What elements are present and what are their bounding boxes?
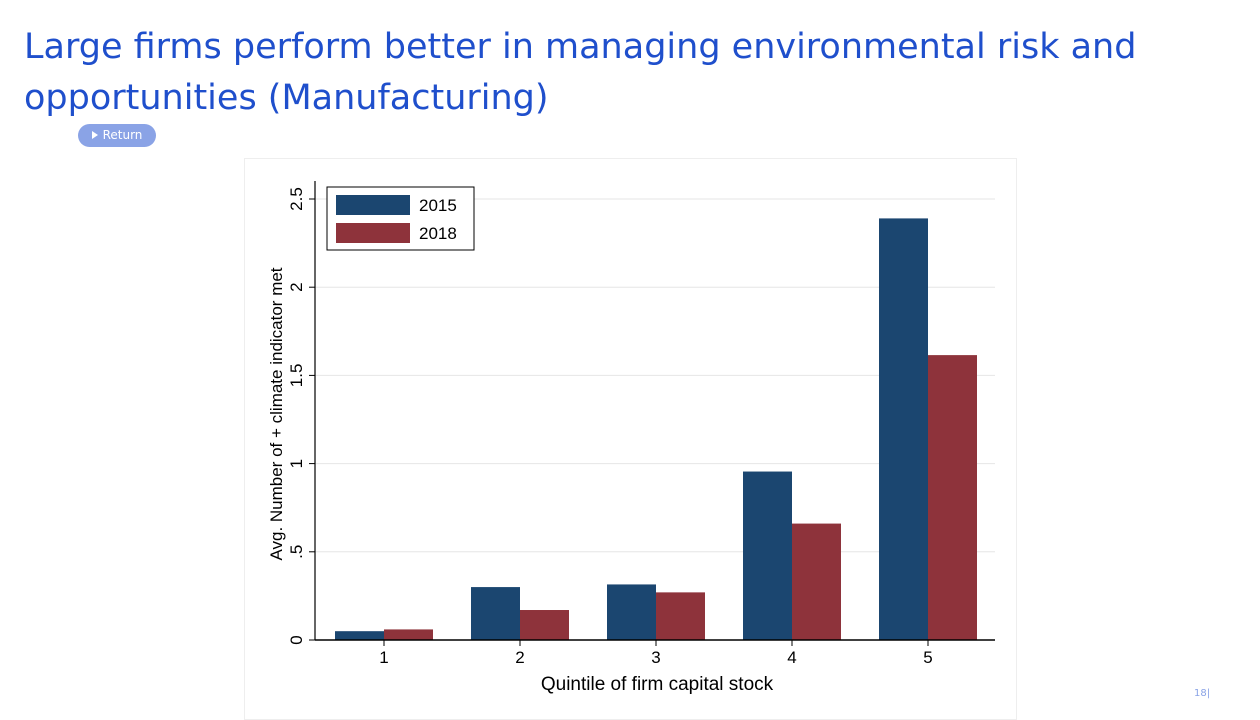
bar-2018-q5 bbox=[928, 355, 977, 640]
bar-2015-q2 bbox=[471, 587, 520, 640]
axes: 1 2 3 4 5 0 .5 1 1.5 2 2.5 Quintile of firm capital… bbox=[267, 181, 995, 695]
slide-title: Large firms perform better in managing e… bbox=[24, 27, 1137, 118]
chart-panel: 1 2 3 4 5 0 .5 1 1.5 2 2.5 Quintile of firm capital… bbox=[244, 158, 1017, 720]
legend-swatch-2015 bbox=[336, 195, 410, 215]
bar-2015-q3 bbox=[607, 584, 656, 640]
legend-swatch-2018 bbox=[336, 223, 410, 243]
y-tick-label: .5 bbox=[287, 545, 306, 559]
bars bbox=[335, 218, 977, 640]
bar-2015-q1 bbox=[335, 631, 384, 640]
page-number: 18| bbox=[1194, 688, 1211, 699]
y-axis-title: Avg. Number of + climate indicator met bbox=[267, 267, 286, 560]
legend: 2015 2018 bbox=[326, 186, 475, 251]
y-tick-label: 2.5 bbox=[287, 187, 306, 211]
play-triangle-icon bbox=[91, 131, 98, 139]
y-tick-label: 2 bbox=[287, 282, 306, 291]
y-tick-label: 1.5 bbox=[287, 364, 306, 388]
return-button-label: Return bbox=[102, 128, 143, 142]
x-tick-label: 2 bbox=[515, 648, 524, 667]
y-tick-label: 1 bbox=[287, 459, 306, 468]
bar-2018-q2 bbox=[520, 610, 569, 640]
bar-2018-q4 bbox=[792, 523, 841, 640]
return-button[interactable]: Return bbox=[78, 124, 156, 147]
y-tick-label: 0 bbox=[287, 635, 306, 644]
x-tick-label: 3 bbox=[651, 648, 660, 667]
x-tick-label: 5 bbox=[923, 648, 932, 667]
bar-2015-q4 bbox=[743, 471, 792, 640]
legend-label-2018: 2018 bbox=[419, 224, 457, 243]
x-tick-label: 4 bbox=[787, 648, 796, 667]
bar-2015-q5 bbox=[879, 218, 928, 640]
x-tick-label: 1 bbox=[379, 648, 388, 667]
legend-label-2015: 2015 bbox=[419, 196, 457, 215]
bar-2018-q3 bbox=[656, 592, 705, 640]
x-axis-title: Quintile of firm capital stock bbox=[541, 674, 774, 695]
bar-2018-q1 bbox=[384, 629, 433, 640]
bar-chart: 1 2 3 4 5 0 .5 1 1.5 2 2.5 Quintile of firm capital… bbox=[267, 181, 995, 695]
